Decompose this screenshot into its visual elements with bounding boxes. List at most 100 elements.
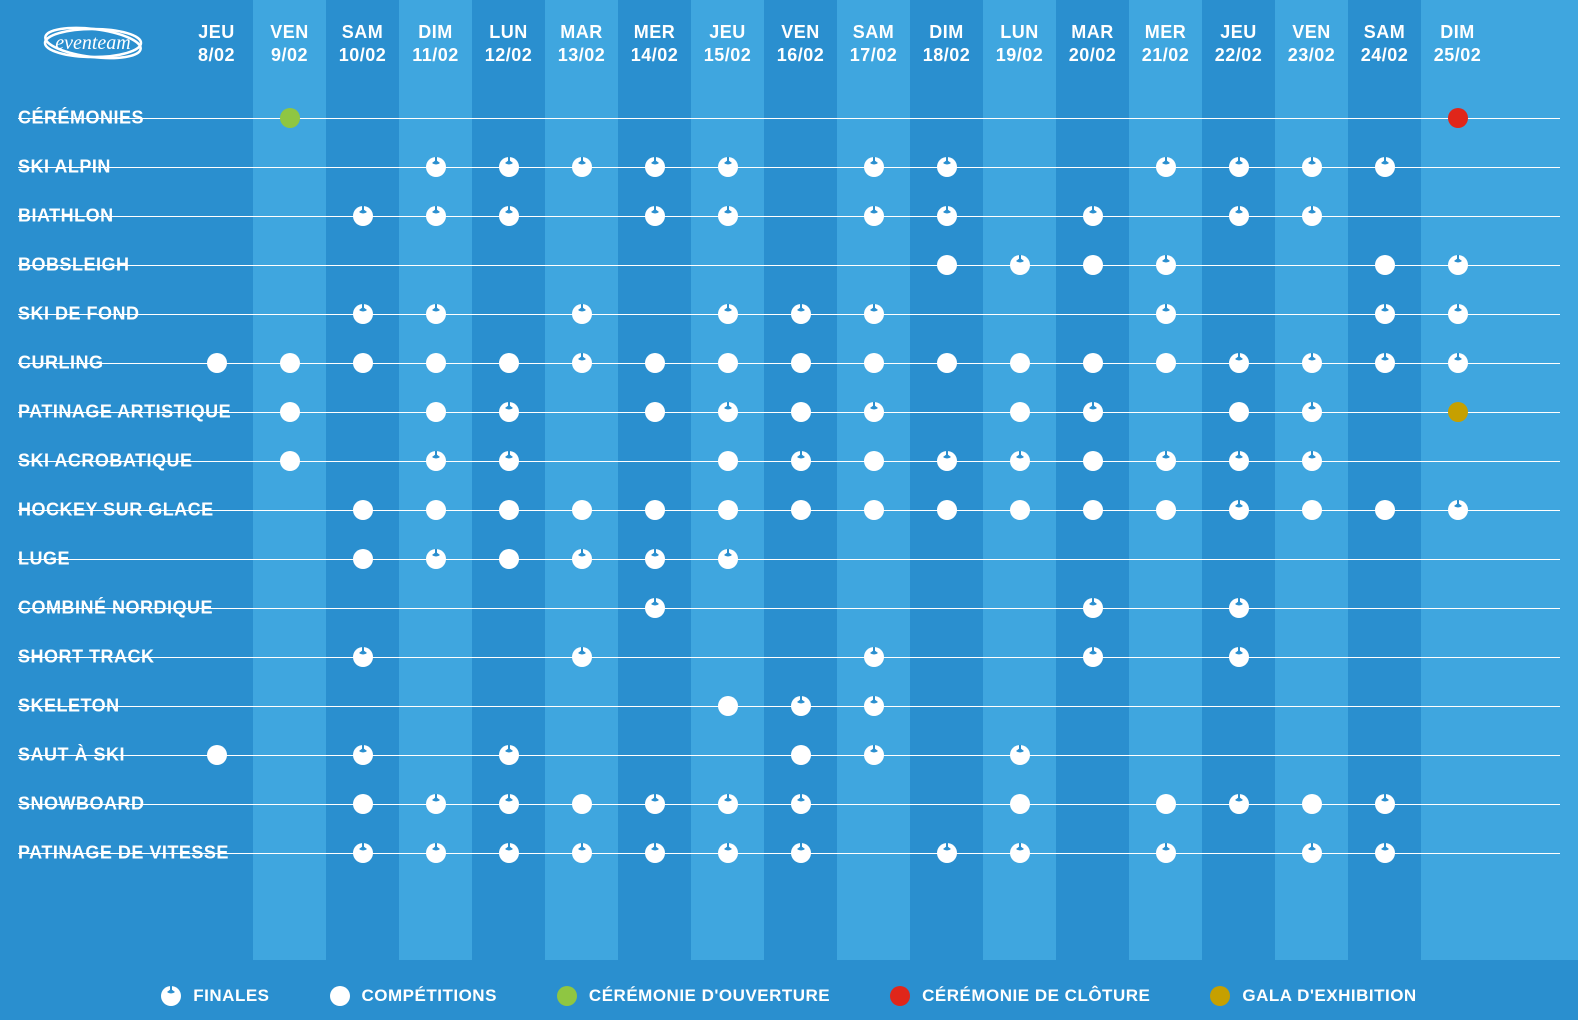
event-marker-final: [499, 451, 519, 471]
event-marker-final: [499, 157, 519, 177]
event-marker-final: [864, 402, 884, 422]
date-header: MAR13/02: [545, 22, 618, 66]
date-label: 23/02: [1275, 45, 1348, 66]
event-marker-final: [426, 549, 446, 569]
dow-label: JEU: [1202, 22, 1275, 43]
event-marker-final: [1448, 255, 1468, 275]
event-marker-final: [937, 843, 957, 863]
event-marker-final: [1156, 843, 1176, 863]
date-label: 18/02: [910, 45, 983, 66]
row-line: [18, 363, 1560, 364]
event-marker-final: [718, 549, 738, 569]
date-header: VEN23/02: [1275, 22, 1348, 66]
event-marker-final: [1229, 500, 1249, 520]
event-marker-final: [499, 843, 519, 863]
date-label: 10/02: [326, 45, 399, 66]
legend-label: FINALES: [193, 986, 269, 1006]
event-marker-comp: [791, 745, 811, 765]
row-line: [18, 559, 1560, 560]
date-label: 19/02: [983, 45, 1056, 66]
event-marker-final: [718, 843, 738, 863]
event-marker-final: [1302, 157, 1322, 177]
row-line: [18, 706, 1560, 707]
date-label: 16/02: [764, 45, 837, 66]
dow-label: VEN: [764, 22, 837, 43]
event-marker-final: [1229, 598, 1249, 618]
event-marker-final: [937, 157, 957, 177]
event-marker-comp: [1156, 794, 1176, 814]
event-marker-comp: [1302, 794, 1322, 814]
event-marker-comp: [1375, 255, 1395, 275]
row-line: [18, 118, 1560, 119]
event-marker-final: [426, 843, 446, 863]
event-marker-final: [1229, 647, 1249, 667]
event-marker-comp: [1302, 500, 1322, 520]
row-line: [18, 216, 1560, 217]
legend-marker-final: [161, 986, 181, 1006]
event-marker-final: [499, 402, 519, 422]
legend-marker-closing: [890, 986, 910, 1006]
event-marker-final: [1448, 353, 1468, 373]
event-marker-final: [864, 304, 884, 324]
event-marker-comp: [645, 500, 665, 520]
event-marker-comp: [499, 353, 519, 373]
dow-label: DIM: [910, 22, 983, 43]
date-header: SAM24/02: [1348, 22, 1421, 66]
date-label: 24/02: [1348, 45, 1421, 66]
event-marker-final: [572, 843, 592, 863]
event-marker-final: [1302, 843, 1322, 863]
legend-label: CÉRÉMONIE D'OUVERTURE: [589, 986, 830, 1006]
event-marker-final: [1156, 451, 1176, 471]
date-label: 21/02: [1129, 45, 1202, 66]
legend-item: CÉRÉMONIE D'OUVERTURE: [557, 986, 830, 1006]
legend-item: CÉRÉMONIE DE CLÔTURE: [890, 986, 1150, 1006]
dow-label: SAM: [326, 22, 399, 43]
schedule-chart: eventeam JEU8/02VEN9/02SAM10/02DIM11/02L…: [0, 0, 1578, 1020]
event-marker-final: [1156, 255, 1176, 275]
event-marker-final: [1010, 451, 1030, 471]
event-marker-final: [1156, 157, 1176, 177]
event-marker-final: [499, 206, 519, 226]
row-line: [18, 412, 1560, 413]
event-marker-final: [353, 647, 373, 667]
event-marker-final: [1010, 255, 1030, 275]
dow-label: LUN: [983, 22, 1056, 43]
date-header: JEU8/02: [180, 22, 253, 66]
event-marker-comp: [280, 353, 300, 373]
event-marker-final: [645, 549, 665, 569]
event-marker-comp: [864, 500, 884, 520]
date-header: MER21/02: [1129, 22, 1202, 66]
row-line: [18, 265, 1560, 266]
dow-label: DIM: [1421, 22, 1494, 43]
dow-label: SAM: [837, 22, 910, 43]
event-marker-final: [426, 206, 446, 226]
event-marker-final: [1302, 206, 1322, 226]
dow-label: LUN: [472, 22, 545, 43]
event-marker-comp: [1156, 500, 1176, 520]
date-label: 20/02: [1056, 45, 1129, 66]
event-marker-final: [1229, 451, 1249, 471]
legend-marker-comp: [330, 986, 350, 1006]
dow-label: VEN: [253, 22, 326, 43]
event-marker-comp: [791, 402, 811, 422]
legend-item: COMPÉTITIONS: [330, 986, 497, 1006]
event-marker-final: [1302, 353, 1322, 373]
event-marker-comp: [937, 500, 957, 520]
event-marker-comp: [791, 500, 811, 520]
event-marker-final: [1448, 304, 1468, 324]
event-marker-final: [1010, 745, 1030, 765]
date-header: DIM11/02: [399, 22, 472, 66]
event-marker-final: [1375, 843, 1395, 863]
legend-marker-opening: [557, 986, 577, 1006]
event-marker-comp: [426, 500, 446, 520]
event-marker-comp: [1010, 500, 1030, 520]
event-marker-final: [1156, 304, 1176, 324]
event-marker-final: [645, 843, 665, 863]
event-marker-comp: [353, 794, 373, 814]
row-line: [18, 314, 1560, 315]
dow-label: MAR: [1056, 22, 1129, 43]
event-marker-final: [1448, 500, 1468, 520]
event-marker-opening: [280, 108, 300, 128]
event-marker-final: [645, 598, 665, 618]
legend-label: COMPÉTITIONS: [362, 986, 497, 1006]
